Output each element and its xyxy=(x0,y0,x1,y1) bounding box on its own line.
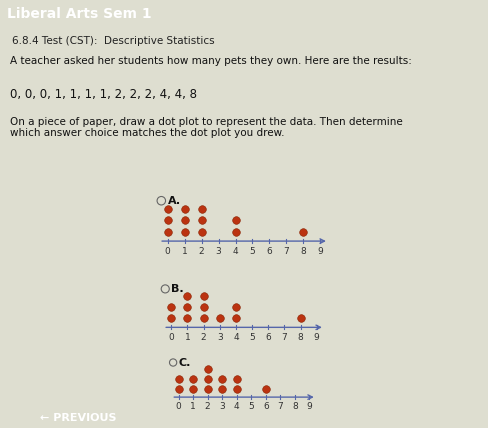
Text: 1: 1 xyxy=(190,402,196,411)
Text: 9: 9 xyxy=(314,333,320,342)
Text: 0: 0 xyxy=(176,402,182,411)
Text: 2: 2 xyxy=(199,247,204,256)
Text: 6: 6 xyxy=(263,402,269,411)
Text: C.: C. xyxy=(179,357,191,368)
Text: 0: 0 xyxy=(168,333,174,342)
Text: 7: 7 xyxy=(278,402,283,411)
Text: 4: 4 xyxy=(233,247,238,256)
Text: 5: 5 xyxy=(249,247,255,256)
Text: 0: 0 xyxy=(165,247,171,256)
Text: ← PREVIOUS: ← PREVIOUS xyxy=(40,413,116,423)
Text: 3: 3 xyxy=(217,333,223,342)
Text: 0, 0, 0, 1, 1, 1, 1, 2, 2, 2, 4, 4, 8: 0, 0, 0, 1, 1, 1, 1, 2, 2, 2, 4, 4, 8 xyxy=(10,89,197,101)
Text: 9: 9 xyxy=(317,247,323,256)
Text: 8: 8 xyxy=(292,402,298,411)
Text: 6: 6 xyxy=(265,333,271,342)
Text: On a piece of paper, draw a dot plot to represent the data. Then determine
which: On a piece of paper, draw a dot plot to … xyxy=(10,117,403,138)
Text: 5: 5 xyxy=(248,402,254,411)
Text: 2: 2 xyxy=(205,402,210,411)
Text: A.: A. xyxy=(167,196,181,206)
Text: 2: 2 xyxy=(201,333,206,342)
Text: 1: 1 xyxy=(182,247,187,256)
Text: Liberal Arts Sem 1: Liberal Arts Sem 1 xyxy=(7,7,152,21)
Text: 9: 9 xyxy=(306,402,312,411)
Text: 4: 4 xyxy=(234,402,240,411)
Text: A teacher asked her students how many pets they own. Here are the results:: A teacher asked her students how many pe… xyxy=(10,56,411,65)
Text: 7: 7 xyxy=(282,333,287,342)
Text: B.: B. xyxy=(171,284,184,294)
Text: 5: 5 xyxy=(249,333,255,342)
Text: 1: 1 xyxy=(184,333,190,342)
Text: 3: 3 xyxy=(216,247,222,256)
Text: 6: 6 xyxy=(266,247,272,256)
Text: 3: 3 xyxy=(219,402,225,411)
Text: 4: 4 xyxy=(233,333,239,342)
Text: 8: 8 xyxy=(301,247,306,256)
Text: 8: 8 xyxy=(298,333,304,342)
Text: 6.8.4 Test (CST):  Descriptive Statistics: 6.8.4 Test (CST): Descriptive Statistics xyxy=(12,36,215,46)
Text: 7: 7 xyxy=(284,247,289,256)
